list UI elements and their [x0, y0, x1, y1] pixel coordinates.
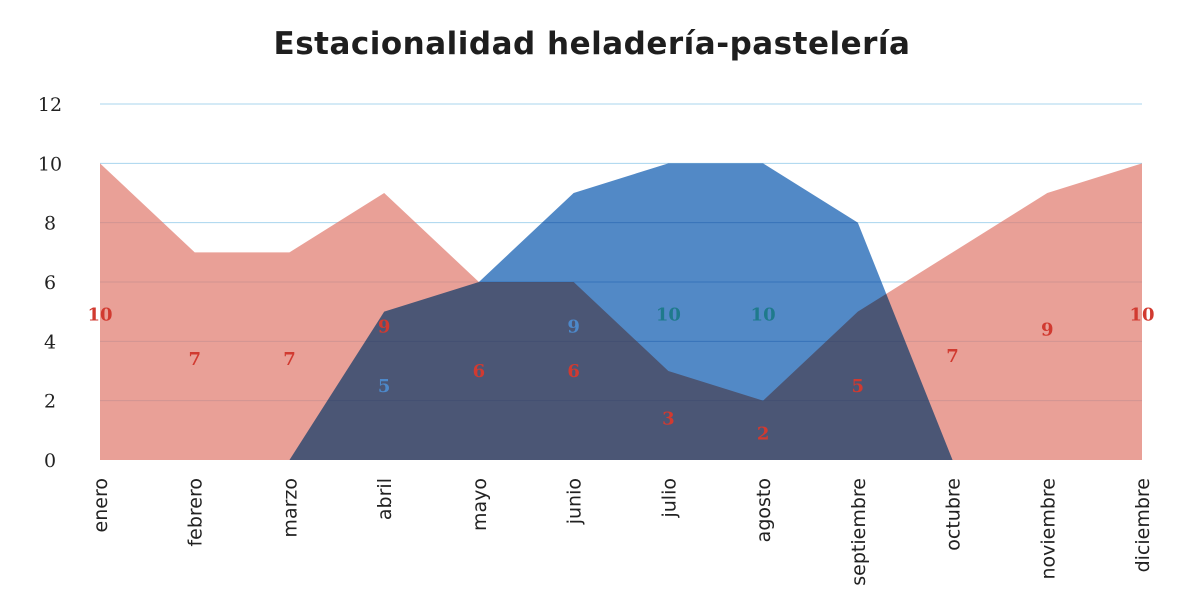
data-label: 10 [87, 305, 112, 326]
data-label: 7 [188, 349, 201, 370]
data-label: 6 [473, 361, 486, 382]
y-tick-label: 12 [38, 94, 62, 116]
x-axis-ticks: enero febrero marzo abril mayo junio julio agos… [90, 478, 1154, 586]
data-label: 7 [946, 346, 959, 367]
y-tick-label: 2 [44, 391, 56, 413]
data-label: 3 [662, 408, 675, 429]
data-labels: 10 7 7 9 5 6 9 6 10 3 10 2 5 7 9 10 [87, 305, 1154, 445]
x-tick-label: diciembre [1132, 478, 1154, 572]
x-tick-label: agosto [753, 478, 775, 542]
y-tick-label: 10 [38, 153, 62, 175]
x-tick-label: octubre [943, 478, 965, 551]
x-tick-label: marzo [279, 478, 301, 538]
data-label: 10 [656, 305, 681, 326]
x-tick-label: mayo [469, 478, 491, 531]
series-2-area [289, 163, 953, 461]
data-label: 2 [757, 423, 770, 444]
data-label: 10 [1129, 305, 1154, 326]
x-tick-label: julio [658, 478, 680, 519]
y-tick-label: 0 [44, 450, 56, 472]
y-axis-ticks: 0 2 4 6 8 10 12 [38, 94, 62, 472]
data-label: 10 [751, 305, 776, 326]
y-tick-label: 4 [44, 331, 56, 353]
x-tick-label: septiembre [848, 478, 870, 586]
data-label: 5 [378, 376, 391, 397]
x-tick-label: enero [90, 478, 112, 532]
data-label: 6 [567, 361, 580, 382]
data-label: 5 [852, 376, 865, 397]
y-tick-label: 8 [44, 213, 56, 235]
x-tick-label: noviembre [1037, 478, 1059, 580]
chart-title: Estacionalidad heladería-pastelería [273, 26, 911, 62]
y-tick-label: 6 [44, 272, 56, 294]
data-label: 9 [378, 317, 391, 338]
data-label: 7 [283, 349, 296, 370]
x-tick-label: abril [374, 478, 396, 520]
x-tick-label: junio [564, 478, 586, 525]
series-areas [100, 163, 1142, 461]
data-label: 9 [567, 317, 580, 338]
data-label: 9 [1041, 319, 1054, 340]
x-tick-label: febrero [185, 478, 207, 547]
